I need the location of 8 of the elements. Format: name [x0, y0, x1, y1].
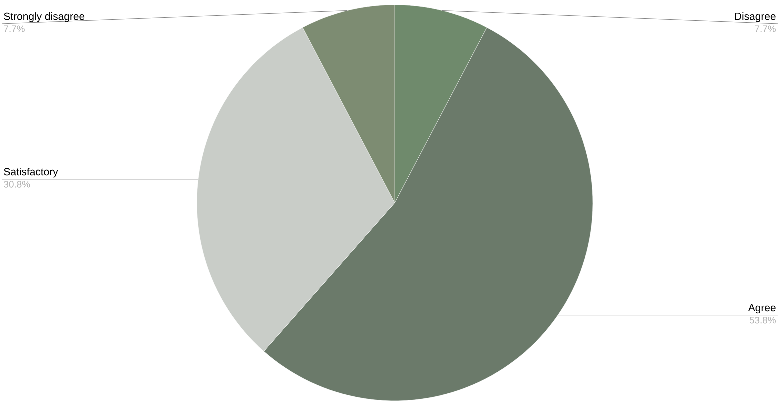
data-label: 7.7% [755, 26, 776, 32]
slice-label: Satisfactory [4, 168, 58, 178]
slice-label: Strongly disagree [4, 12, 85, 22]
slice-label: Agree [748, 304, 776, 314]
slice-label: Disagree [735, 12, 776, 22]
data-label: 30.8% [4, 181, 30, 188]
data-label: 7.7% [4, 26, 25, 32]
data-label: 53.8% [750, 317, 776, 324]
